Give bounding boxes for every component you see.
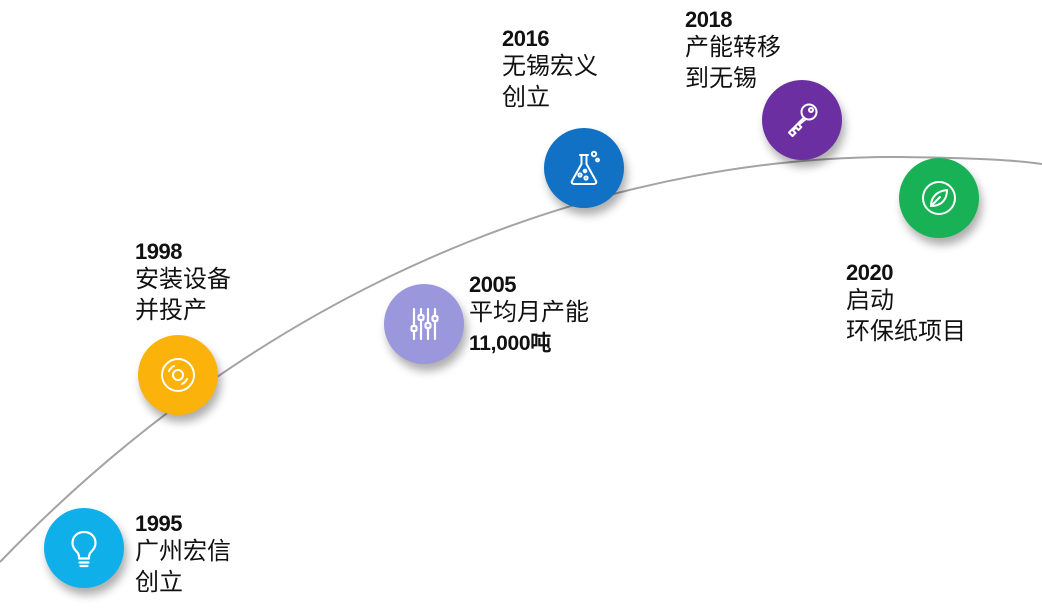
milestone-year: 1995: [135, 511, 182, 536]
flask-icon: [570, 150, 600, 185]
milestone-2020-caption: 2020 启动 环保纸项目: [846, 261, 966, 347]
milestone-text: 环保纸项目: [846, 317, 966, 345]
milestone-year: 2020: [846, 260, 893, 285]
record-disc-icon: [161, 358, 195, 392]
milestone-2016-caption: 2016 无锡宏义 创立: [502, 27, 598, 113]
milestone-2020-circle: [899, 158, 979, 238]
milestone-text: 创立: [135, 568, 183, 596]
milestone-1998-circle: [138, 335, 218, 415]
milestone-text: 并投产: [135, 296, 207, 324]
leaf-icon: [922, 181, 956, 215]
milestone-2018-circle: [762, 80, 842, 160]
milestone-year: 2005: [469, 272, 516, 297]
milestone-1995-caption: 1995 广州宏信 创立: [135, 512, 231, 598]
milestone-text: 广州宏信: [135, 537, 231, 565]
milestone-text: 安装设备: [135, 265, 231, 293]
milestone-2018-caption: 2018 产能转移 到无锡: [685, 8, 781, 94]
milestone-year: 2018: [685, 7, 732, 32]
key-icon: [788, 103, 818, 137]
milestone-text: 产能转移: [685, 33, 781, 61]
milestone-2005-circle: [384, 284, 464, 364]
milestone-text: 平均月产能: [469, 298, 589, 326]
milestone-text: 到无锡: [685, 64, 757, 92]
milestone-text: 启动: [846, 286, 894, 314]
milestone-2005-caption: 2005 平均月产能 11,000吨: [469, 273, 589, 359]
milestone-1995-circle: [44, 508, 124, 588]
sliders-icon: [410, 307, 439, 341]
lightbulb-icon: [71, 530, 97, 568]
milestone-year: 2016: [502, 26, 549, 51]
milestone-year: 1998: [135, 239, 182, 264]
milestone-text: 无锡宏义: [502, 52, 598, 80]
milestone-1998-caption: 1998 安装设备 并投产: [135, 240, 231, 326]
milestone-2016-circle: [544, 128, 624, 208]
milestone-text: 11,000吨: [469, 332, 551, 355]
milestone-text: 创立: [502, 83, 550, 111]
